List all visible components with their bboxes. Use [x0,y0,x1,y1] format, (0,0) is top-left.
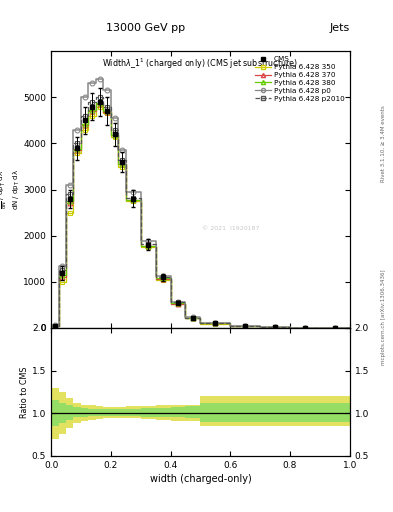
Text: © 2021  I1920187: © 2021 I1920187 [202,226,259,231]
X-axis label: width (charged-only): width (charged-only) [150,474,251,484]
Text: mcplots.cern.ch [arXiv:1306.3436]: mcplots.cern.ch [arXiv:1306.3436] [381,270,386,365]
Legend: CMS, Pythia 6.428 350, Pythia 6.428 370, Pythia 6.428 380, Pythia 6.428 p0, Pyth: CMS, Pythia 6.428 350, Pythia 6.428 370,… [254,55,346,103]
Y-axis label: $\mathregular{\frac{1}{dN}}$ / $\mathregular{dp_T}$ $\mathregular{d\lambda}$
$\m: $\mathregular{\frac{1}{dN}}$ / $\mathreg… [0,169,22,210]
Text: Width$\lambda\_1^1$ (charged only) (CMS jet substructure): Width$\lambda\_1^1$ (charged only) (CMS … [103,57,298,71]
Text: Jets: Jets [329,23,350,33]
Y-axis label: Ratio to CMS: Ratio to CMS [20,366,29,418]
Text: Rivet 3.1.10, ≥ 3.4M events: Rivet 3.1.10, ≥ 3.4M events [381,105,386,182]
Text: 13000 GeV pp: 13000 GeV pp [106,23,185,33]
